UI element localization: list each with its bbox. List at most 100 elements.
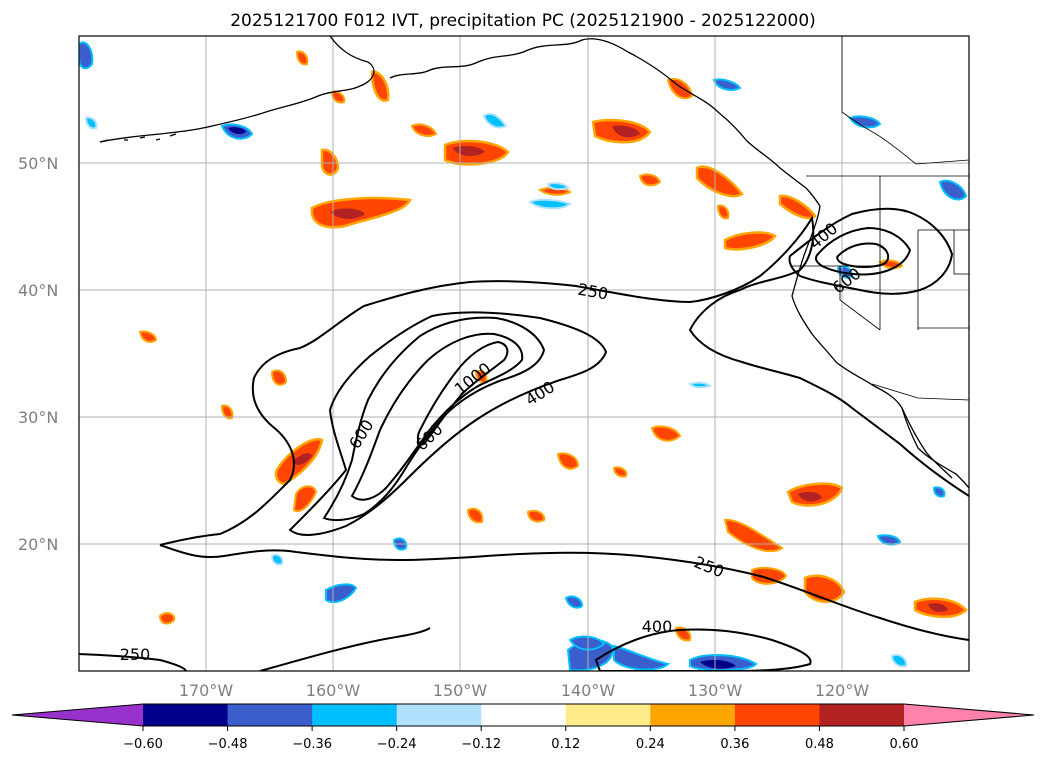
- contour-label: 400: [642, 617, 673, 636]
- lon-label: 160°W: [306, 681, 361, 700]
- lon-label: 170°W: [179, 681, 234, 700]
- ocean-background: [79, 36, 969, 671]
- ivt-contour-400-south: [594, 628, 812, 671]
- precip-area: [568, 635, 606, 651]
- colorbar-segment: [396, 704, 482, 726]
- precip-area: [612, 466, 628, 478]
- ivt-contour-400: [288, 311, 608, 536]
- precip-area: [723, 518, 784, 553]
- colorbar-segment: [312, 704, 398, 726]
- colorbar-extend-low: [12, 704, 143, 726]
- latitude-labels: 50°N 40°N 30°N 20°N: [18, 154, 58, 554]
- lat-label: 30°N: [18, 408, 58, 427]
- lat-label: 40°N: [18, 281, 58, 300]
- precip-area: [320, 148, 340, 176]
- colorbar-tick-label: 0.60: [890, 737, 919, 752]
- precip-area: [695, 165, 744, 198]
- ivt-contour-400-north: [788, 207, 954, 295]
- lat-label: 50°N: [18, 154, 58, 173]
- precip-area: [270, 553, 284, 566]
- ivt-contour-250-south: [159, 544, 969, 641]
- lon-label: 140°W: [561, 681, 616, 700]
- map-frame: [78, 35, 970, 672]
- colorbar-segment: [734, 704, 820, 726]
- colorbar: −0.60 −0.48 −0.36 −0.24 −0.12 0.12 0.24 0.36 0.4…: [11, 703, 1035, 752]
- precip-area: [84, 116, 98, 130]
- precip-area: [228, 127, 246, 135]
- precip-area: [928, 603, 948, 612]
- contour-label: 250: [120, 645, 151, 664]
- mexico-border: [871, 383, 969, 401]
- colorbar-segment: [565, 704, 651, 726]
- precip-area: [79, 41, 94, 70]
- precip-area: [712, 78, 742, 91]
- precip-area: [528, 198, 573, 210]
- precip-area: [848, 115, 882, 129]
- map-area: 250 250 250 400 400 400 600 600 600 1000: [79, 36, 969, 671]
- precip-area: [890, 654, 908, 668]
- alaska-peninsula: [99, 95, 319, 143]
- precip-area: [612, 125, 640, 138]
- ivt-contour-250-southeast: [259, 627, 431, 671]
- ivt-contour-600: [322, 316, 546, 522]
- precip-area: [292, 485, 318, 512]
- colorbar-tick-label: 0.12: [551, 737, 580, 752]
- precip-area: [751, 567, 788, 585]
- precip-area: [330, 208, 365, 219]
- precip-area: [666, 78, 694, 100]
- precip-area: [723, 231, 777, 251]
- precip-area: [410, 123, 438, 137]
- lon-label: 150°W: [433, 681, 488, 700]
- precip-area: [564, 595, 584, 609]
- precip-positive-areas: [138, 50, 968, 642]
- precip-area: [638, 173, 662, 187]
- colorbar-segment: [819, 704, 905, 726]
- lon-label: 130°W: [688, 681, 743, 700]
- precip-area: [938, 179, 968, 201]
- colorbar-tick-label: 0.24: [636, 737, 665, 752]
- baja-coast: [901, 407, 953, 479]
- colorbar-tick-label: −0.36: [292, 737, 332, 752]
- colorbar-extend-high: [904, 704, 1034, 726]
- precip-area: [716, 204, 730, 220]
- colorbar-tick-label: 0.48: [805, 737, 834, 752]
- precip-area: [158, 612, 176, 625]
- ivt-contour-250-southwest: [79, 653, 187, 671]
- precip-area: [650, 425, 682, 442]
- precip-area: [546, 182, 570, 191]
- colorbar-tick-label: −0.12: [461, 737, 501, 752]
- ivt-contour-250: [159, 215, 969, 546]
- colorbar-segment: [227, 704, 313, 726]
- colorbar-segment: [650, 704, 736, 726]
- colorbar-segment: [143, 704, 229, 726]
- precip-area: [778, 194, 817, 220]
- ivt-contour-800: [350, 332, 524, 501]
- ivt-contour-1000: [416, 340, 509, 446]
- precip-area: [932, 486, 946, 498]
- colorbar-tick-label: −0.24: [377, 737, 417, 752]
- precip-area: [700, 659, 736, 669]
- precip-area: [556, 452, 580, 470]
- alaska-coast: [317, 36, 747, 141]
- bc-coast: [745, 139, 821, 207]
- precip-area: [482, 112, 508, 129]
- precip-area: [526, 509, 546, 523]
- ivt-contour-800-north: [836, 242, 890, 268]
- colorbar-tick-label: −0.60: [123, 737, 163, 752]
- colorbar-segment: [481, 704, 567, 726]
- precip-area: [292, 453, 312, 465]
- precip-area: [220, 404, 234, 420]
- precip-area: [798, 491, 822, 502]
- us-state-borders: [790, 176, 969, 331]
- political-borders: [790, 36, 969, 401]
- precip-area: [876, 534, 902, 546]
- ivt-contour-600-north: [814, 226, 912, 276]
- map-title: 2025121700 F012 IVT, precipitation PC (2…: [230, 11, 816, 31]
- precip-area: [270, 369, 288, 386]
- precip-area: [466, 507, 484, 524]
- graticule: [79, 36, 969, 671]
- lat-label: 20°N: [18, 535, 58, 554]
- precip-area: [613, 644, 670, 671]
- longitude-labels: 170°W 160°W 150°W 140°W 130°W 120°W: [179, 681, 870, 700]
